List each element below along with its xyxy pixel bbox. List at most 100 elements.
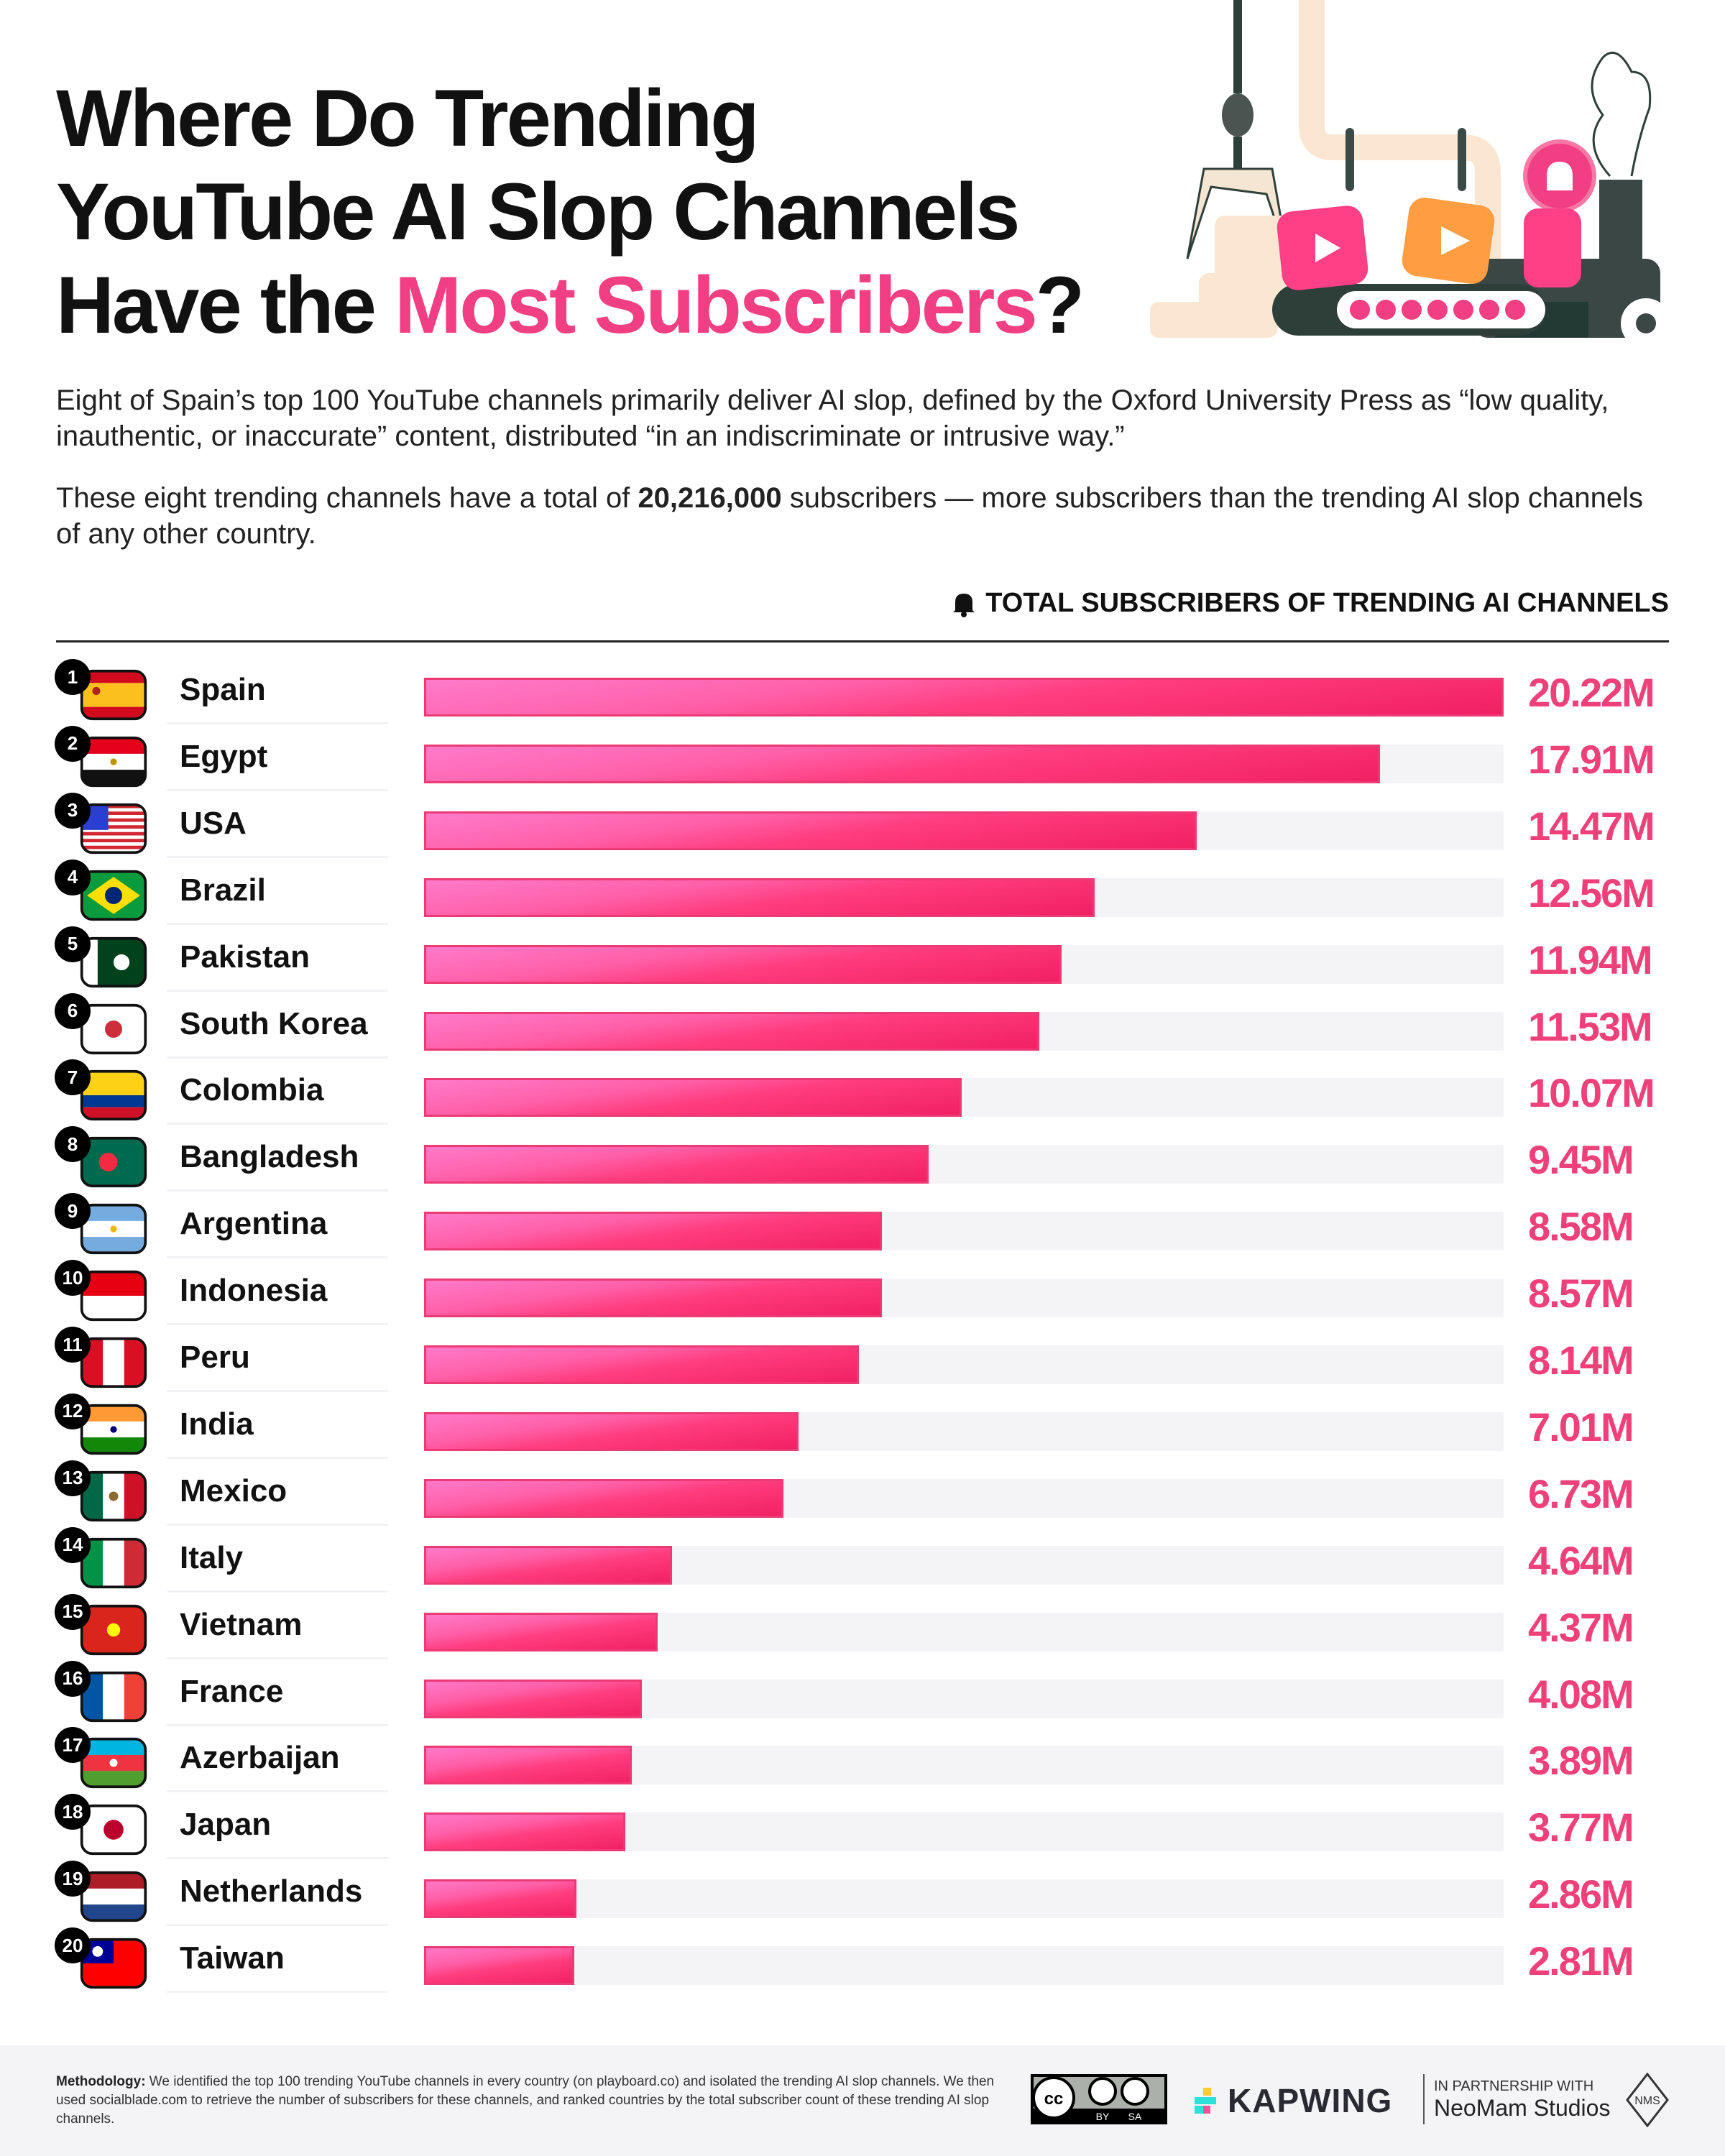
value-label: 2.86M <box>1528 1871 1634 1917</box>
flag-es-icon <box>80 669 147 721</box>
value-label: 14.47M <box>1528 803 1655 849</box>
country-label: Japan <box>180 1807 272 1843</box>
bar <box>424 1946 574 1986</box>
label-underline <box>167 1590 388 1593</box>
country-label: Italy <box>180 1539 244 1575</box>
country-label: Azerbaijan <box>180 1740 340 1776</box>
kapwing-wordmark: KAPWING <box>1228 2082 1393 2119</box>
country-label: Mexico <box>180 1473 288 1508</box>
country-label: Pakistan <box>180 939 310 975</box>
svg-text:cc: cc <box>1044 2089 1064 2109</box>
flag-pk-icon <box>80 936 147 987</box>
flag-tw-icon <box>80 1938 147 1989</box>
country-label: Netherlands <box>180 1874 363 1909</box>
bar-track <box>424 944 1504 984</box>
bar-track <box>424 1545 1504 1585</box>
label-underline <box>167 1256 388 1259</box>
bar <box>424 1345 859 1384</box>
country-label: Peru <box>180 1340 250 1375</box>
label-underline <box>167 855 388 858</box>
bar-track <box>424 1746 1504 1785</box>
chart-row: 1 Spain 20.22M <box>0 659 1725 730</box>
label-underline <box>167 1456 388 1459</box>
bar <box>424 1812 626 1852</box>
rank-badge: 4 <box>55 859 91 895</box>
country-label: South Korea <box>180 1005 368 1041</box>
kapwing-mark-icon <box>1195 2088 1216 2114</box>
flag-id-icon <box>80 1271 147 1322</box>
value-label: 17.91M <box>1528 736 1655 782</box>
value-label: 12.56M <box>1528 870 1655 916</box>
chart-row: 11 Peru 8.14M <box>0 1327 1725 1398</box>
bar-track <box>424 1946 1504 1986</box>
country-label: Indonesia <box>180 1273 328 1309</box>
flag-mx-icon <box>80 1470 147 1521</box>
bar-track <box>424 1345 1504 1384</box>
bar-track <box>424 1679 1504 1718</box>
country-label: Colombia <box>180 1072 324 1108</box>
bar-track <box>424 811 1504 850</box>
chart-row: 8 Bangladesh 9.45M <box>0 1126 1725 1197</box>
bar <box>424 1478 783 1518</box>
value-label: 4.64M <box>1528 1537 1634 1583</box>
country-label: USA <box>180 805 247 841</box>
bar-track <box>424 1879 1504 1919</box>
value-label: 7.01M <box>1528 1404 1634 1450</box>
label-underline <box>167 1790 388 1793</box>
label-underline <box>167 1390 388 1392</box>
rank-badge: 20 <box>55 1927 91 1964</box>
bar-track <box>424 1145 1504 1184</box>
kapwing-logo: KAPWING <box>1195 2081 1392 2120</box>
partner-name: NeoMam Studios <box>1434 2095 1611 2121</box>
chart-row: 12 India 7.01M <box>0 1393 1725 1465</box>
total-subscribers: 20,216,000 <box>638 482 782 514</box>
flag-in-icon <box>80 1404 147 1455</box>
footer: Methodology: We identified the top 100 t… <box>0 2045 1725 2156</box>
country-label: Spain <box>180 672 266 707</box>
methodology-text: Methodology: We identified the top 100 t… <box>56 2073 1005 2129</box>
flag-kr-icon <box>80 1003 147 1054</box>
chart-row: 4 Brazil 12.56M <box>0 859 1725 931</box>
country-label: India <box>180 1406 254 1442</box>
value-label: 4.08M <box>1528 1671 1634 1717</box>
value-label: 9.45M <box>1528 1137 1634 1183</box>
rank-badge: 12 <box>55 1393 91 1429</box>
rank-badge: 19 <box>55 1861 91 1897</box>
bar <box>424 1279 882 1318</box>
flag-br-icon <box>80 870 147 921</box>
rank-badge: 6 <box>55 992 91 1029</box>
label-underline <box>167 722 388 724</box>
bar <box>424 1411 799 1451</box>
bar <box>424 1879 577 1919</box>
label-underline <box>167 1189 388 1192</box>
rank-badge: 14 <box>55 1526 91 1563</box>
bar <box>424 744 1381 783</box>
value-label: 10.07M <box>1528 1070 1655 1116</box>
bar-track <box>424 1478 1504 1518</box>
chart-row: 13 Mexico 6.73M <box>0 1460 1725 1531</box>
country-label: Vietnam <box>180 1606 303 1642</box>
rank-badge: 18 <box>55 1794 91 1830</box>
bar-track <box>424 1812 1504 1852</box>
bar <box>424 1145 929 1184</box>
flag-eg-icon <box>80 736 147 787</box>
flag-jp-icon <box>80 1805 147 1856</box>
label-underline <box>167 989 388 992</box>
rank-badge: 1 <box>55 659 91 695</box>
rank-badge: 3 <box>55 792 91 829</box>
country-label: Taiwan <box>180 1940 285 1976</box>
country-label: Egypt <box>180 738 268 774</box>
value-label: 3.89M <box>1528 1738 1634 1784</box>
title-line-2: YouTube AI Slop Channels <box>56 167 1020 257</box>
country-label: Argentina <box>180 1206 328 1242</box>
partner-block: IN PARTNERSHIP WITH NeoMam Studios <box>1434 2078 1610 2122</box>
bar-track <box>424 744 1504 783</box>
factory-illustration <box>1150 0 1671 338</box>
flag-nl-icon <box>80 1871 147 1922</box>
value-label: 6.73M <box>1528 1470 1634 1516</box>
rank-badge: 16 <box>55 1660 91 1697</box>
bar-track <box>424 877 1504 917</box>
bar <box>424 1679 643 1718</box>
chart-row: 20 Taiwan 2.81M <box>0 1927 1725 1999</box>
title-highlight: Most Subscribers <box>394 260 1038 350</box>
